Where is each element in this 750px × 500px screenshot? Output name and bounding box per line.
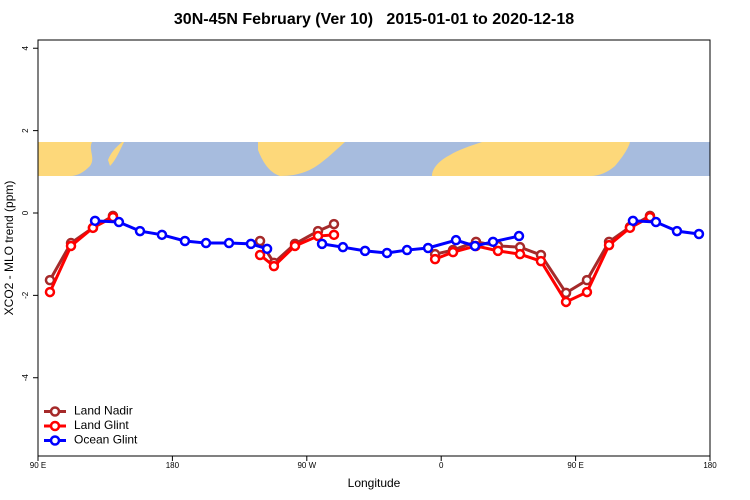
- data-point: [261, 243, 273, 255]
- x-axis-label: Longitude: [348, 476, 401, 490]
- y-tick-label: 0: [21, 210, 30, 215]
- y-tick-label: 4: [21, 45, 30, 50]
- data-point: [447, 246, 459, 258]
- data-point: [560, 296, 572, 308]
- data-point: [603, 239, 615, 251]
- y-tick-label: -2: [21, 291, 30, 299]
- data-point: [44, 286, 56, 298]
- data-point: [289, 240, 301, 252]
- x-tick-label: 90 W: [297, 461, 316, 470]
- data-point: [179, 235, 191, 247]
- data-point: [450, 234, 462, 246]
- y-tick-label: 2: [21, 128, 30, 133]
- data-point: [268, 260, 280, 272]
- data-point: [316, 238, 328, 250]
- data-point: [200, 237, 212, 249]
- data-point: [223, 237, 235, 249]
- data-point: [337, 241, 349, 253]
- legend-label: Land Glint: [74, 418, 129, 432]
- data-point: [671, 225, 683, 237]
- map-band: [38, 142, 710, 176]
- data-point: [422, 242, 434, 254]
- data-point: [429, 253, 441, 265]
- chart-title: 30N-45N February (Ver 10) 2015-01-01 to …: [174, 11, 574, 28]
- data-point: [245, 238, 257, 250]
- data-point: [89, 215, 101, 227]
- x-tick-label: 180: [703, 461, 717, 470]
- data-point: [401, 244, 413, 256]
- data-point: [487, 236, 499, 248]
- data-point: [581, 286, 593, 298]
- data-point: [312, 230, 324, 242]
- data-point: [514, 248, 526, 260]
- legend-marker: [49, 406, 61, 417]
- x-tick-label: 180: [166, 461, 180, 470]
- data-point: [254, 249, 266, 261]
- data-point: [627, 215, 639, 227]
- data-point: [134, 225, 146, 237]
- y-axis-label: XCO2 - MLO trend (ppm): [2, 181, 16, 316]
- data-point: [650, 216, 662, 228]
- data-point: [492, 245, 504, 257]
- legend-marker: [49, 435, 61, 446]
- data-point: [513, 230, 525, 242]
- data-point: [328, 229, 340, 241]
- legend-label: Land Nadir: [74, 404, 133, 418]
- data-point: [469, 240, 481, 252]
- data-point: [65, 240, 77, 252]
- y-tick-label: -4: [21, 374, 30, 382]
- plot-frame: [37, 39, 711, 457]
- data-point: [381, 247, 393, 259]
- x-tick-label: 0: [439, 461, 444, 470]
- legend-label: Ocean Glint: [74, 433, 138, 447]
- data-point: [328, 218, 340, 230]
- legend-marker: [49, 420, 61, 432]
- x-tick-label: 90 E: [567, 461, 583, 470]
- data-point: [113, 216, 125, 228]
- data-point: [156, 229, 168, 241]
- x-tick-label: 90 E: [30, 461, 46, 470]
- data-point: [254, 235, 266, 247]
- data-point: [535, 255, 547, 267]
- data-point: [693, 228, 705, 240]
- data-point: [359, 245, 371, 257]
